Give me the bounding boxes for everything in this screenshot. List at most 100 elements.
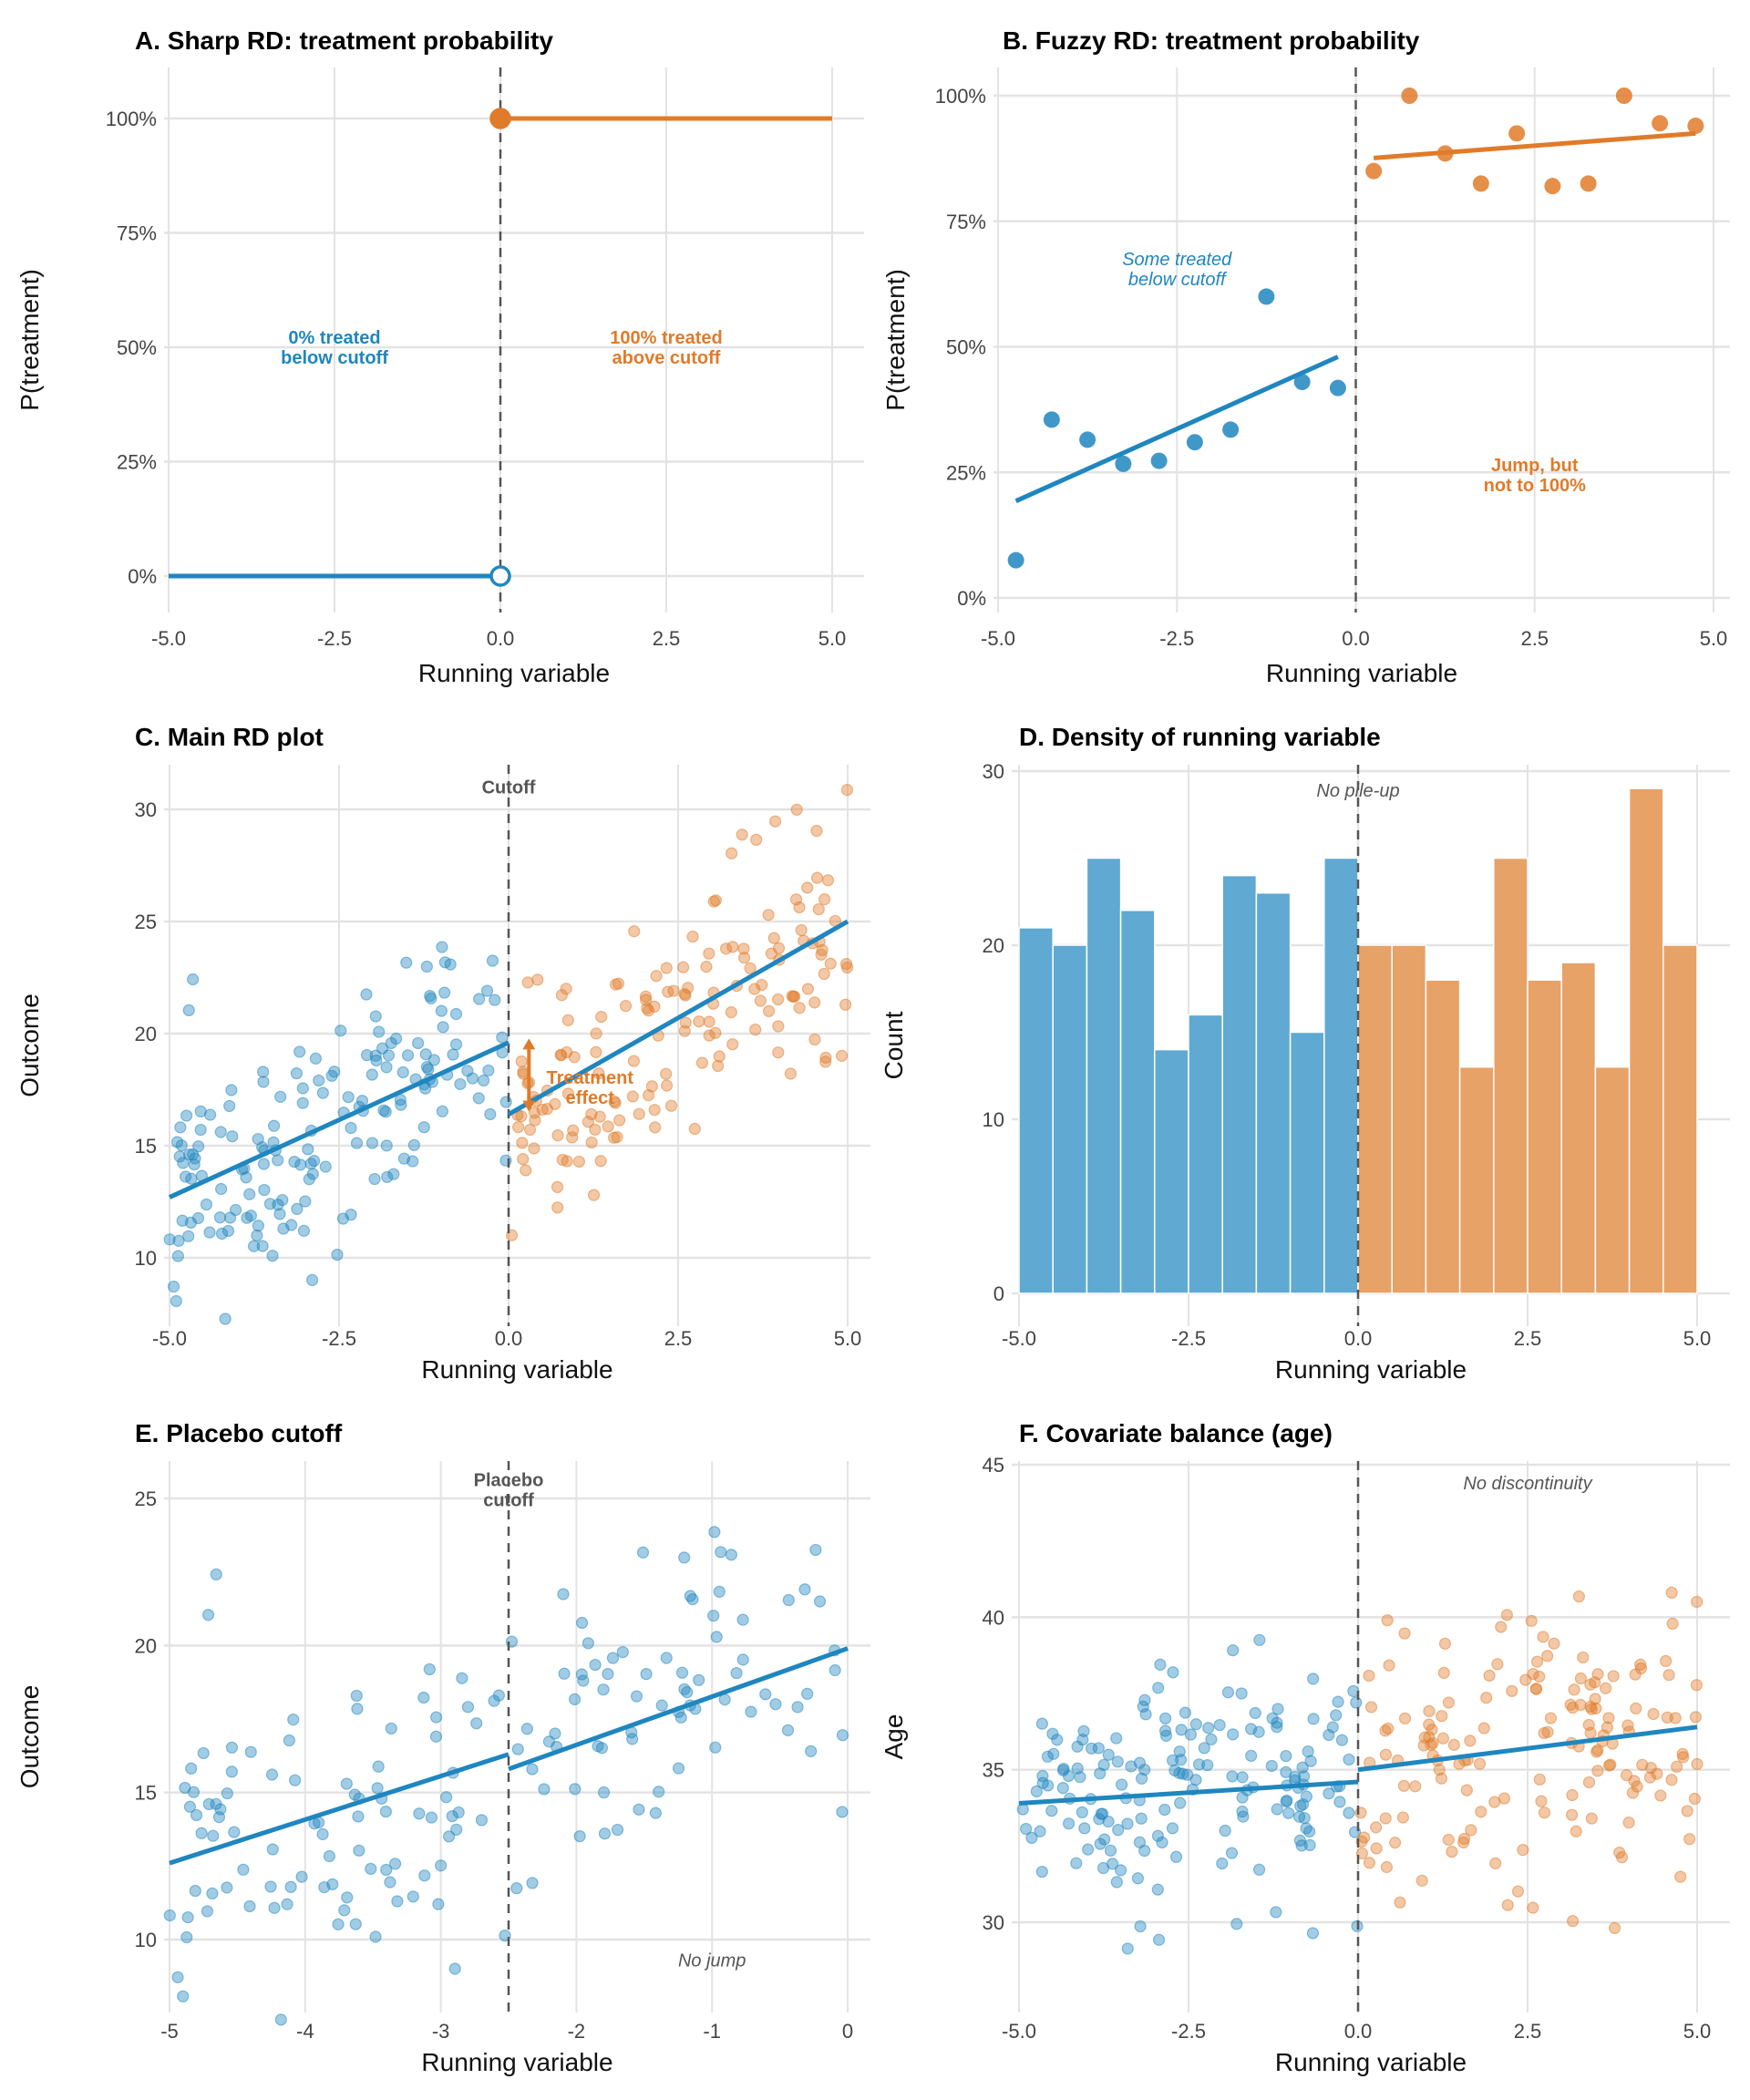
scatter-point xyxy=(1483,1669,1496,1682)
scatter-point xyxy=(219,1312,232,1325)
scatter-point xyxy=(206,1887,219,1899)
scatter-point xyxy=(391,1895,404,1908)
scatter-point xyxy=(1662,1669,1675,1682)
scatter-point xyxy=(590,1027,602,1040)
scatter-point xyxy=(736,1653,749,1666)
scatter-point xyxy=(290,1066,304,1080)
scatter-point xyxy=(703,947,715,960)
scatter-point xyxy=(1041,1750,1055,1763)
scatter-point xyxy=(252,1220,264,1232)
scatter-point xyxy=(241,1211,253,1224)
y-tick-label: 50% xyxy=(117,336,157,359)
y-tick-label: 45 xyxy=(983,1454,1004,1477)
scatter-point xyxy=(1175,1754,1188,1766)
annotation-text: below cutoff xyxy=(1128,270,1228,290)
scatter-point xyxy=(401,1049,415,1062)
line-fit-above xyxy=(1373,130,1696,160)
scatter-point xyxy=(1498,1792,1511,1805)
scatter-point xyxy=(782,1593,795,1607)
x-tick-label: 5.0 xyxy=(1683,2020,1712,2043)
annotation-text: Placebo xyxy=(474,1470,544,1490)
scatter-point xyxy=(1306,1927,1320,1940)
scatter-point xyxy=(381,1170,394,1183)
scatter-point xyxy=(1388,1837,1402,1849)
scatter-point xyxy=(1280,1749,1292,1763)
scatter-point xyxy=(197,1746,210,1760)
scatter-point xyxy=(274,2013,287,2026)
annotation-text: Jump, but xyxy=(1491,456,1579,476)
arrow-head-up xyxy=(522,1038,536,1050)
data-point-above xyxy=(1508,125,1526,142)
scatter-point xyxy=(1133,1836,1147,1848)
y-tick-label: 0% xyxy=(128,565,157,588)
x-tick-label: -5.0 xyxy=(981,627,1015,650)
scatter-point xyxy=(1691,1595,1704,1609)
scatter-point xyxy=(612,1114,626,1127)
scatter-point xyxy=(597,1786,611,1799)
scatter-point xyxy=(480,984,494,997)
scatter-point xyxy=(1654,1789,1667,1802)
scatter-point xyxy=(170,1294,182,1308)
scatter-point xyxy=(176,1214,189,1227)
scatter-point xyxy=(839,998,852,1011)
scatter-point xyxy=(417,1691,430,1704)
scatter-point xyxy=(175,1139,188,1152)
scatter-point xyxy=(660,1067,673,1080)
x-tick-label: 5.0 xyxy=(818,627,847,650)
scatter-point xyxy=(645,1080,658,1093)
scatter-point xyxy=(187,973,200,986)
scatter-point xyxy=(560,983,572,995)
scatter-point xyxy=(1381,1614,1394,1627)
y-tick-label: 75% xyxy=(946,211,986,233)
scatter-point xyxy=(816,943,829,957)
chart-svg: -5.0 -2.5 0.0 2.5 5.0 0 10 20 30 D. Density of ru… xyxy=(880,723,1730,1384)
chart-svg: -5.0 -2.5 0.0 2.5 5.0 30 35 40 45 F. Covariate ba… xyxy=(880,1419,1730,2076)
scatter-point xyxy=(1296,1761,1309,1774)
scatter-point xyxy=(225,1084,238,1096)
scatter-point xyxy=(619,999,633,1013)
annotation-text: No jump xyxy=(678,1951,746,1971)
scatter-point xyxy=(1102,1748,1115,1761)
histogram-bar xyxy=(1458,1065,1495,1294)
scatter-point xyxy=(750,833,763,846)
scatter-point xyxy=(1566,1788,1579,1802)
scatter-point xyxy=(1464,1735,1477,1747)
data-point-above xyxy=(1580,175,1597,192)
scatter-point xyxy=(628,925,641,938)
open-marker xyxy=(489,565,511,587)
scatter-point xyxy=(420,960,433,973)
scatter-point xyxy=(284,1880,297,1893)
scatter-point xyxy=(517,1065,530,1078)
scatter-point xyxy=(295,1870,308,1883)
scatter-point xyxy=(448,1962,461,1975)
scatter-point xyxy=(1094,1838,1107,1850)
scatter-point xyxy=(801,1687,814,1701)
scatter-point xyxy=(266,1250,279,1262)
scatter-point xyxy=(678,1683,691,1695)
y-tick-label: 10 xyxy=(983,1108,1004,1131)
scatter-point xyxy=(789,893,803,906)
scatter-point xyxy=(1394,1896,1406,1909)
scatter-point xyxy=(1047,1747,1060,1760)
scatter-point xyxy=(373,1025,386,1038)
scatter-point xyxy=(551,1180,564,1194)
scatter-point xyxy=(1062,1769,1076,1783)
scatter-point xyxy=(762,909,775,921)
scatter-point xyxy=(435,1859,448,1872)
scatter-point xyxy=(594,1155,607,1168)
scatter-point xyxy=(1035,1865,1048,1879)
scatter-point xyxy=(1131,1872,1145,1885)
x-tick-label: 2.5 xyxy=(653,627,681,650)
scatter-point xyxy=(1167,1666,1179,1679)
scatter-point xyxy=(370,1054,383,1067)
scatter-point xyxy=(243,1188,256,1200)
x-tick-label: 0.0 xyxy=(1344,1327,1373,1350)
scatter-point xyxy=(703,1015,715,1028)
scatter-point xyxy=(1213,1718,1226,1732)
scatter-point xyxy=(829,1663,841,1677)
data-point-above xyxy=(1365,162,1383,180)
scatter-point xyxy=(1159,1712,1172,1724)
scatter-point xyxy=(342,1091,355,1104)
scatter-point xyxy=(1095,1807,1107,1820)
panel-a-sharp-rd: -5.0 -2.5 0.0 2.5 5.0 0% 25% 50% 75% 100% A. Sharp… xyxy=(0,0,875,700)
